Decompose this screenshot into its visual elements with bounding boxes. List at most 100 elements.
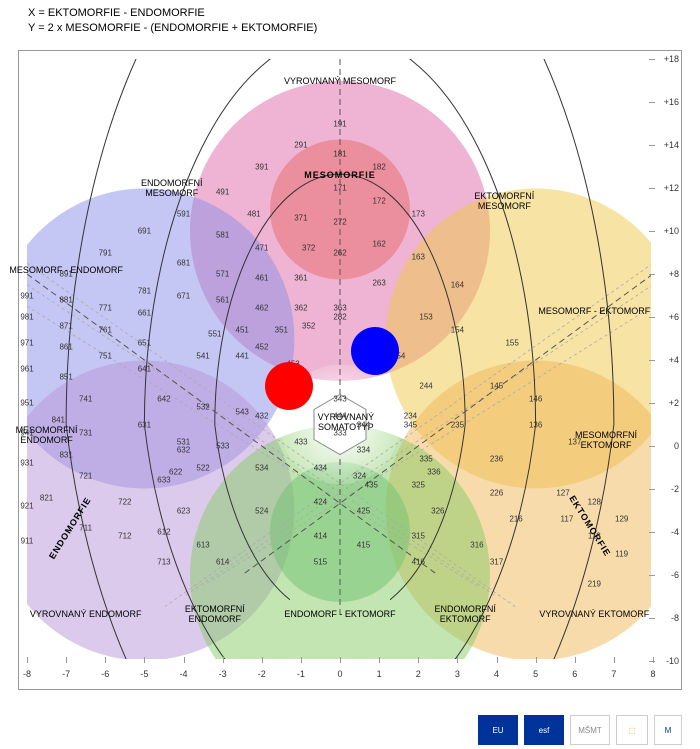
cell-value: 154: [451, 325, 464, 334]
cell-value: 172: [372, 196, 385, 205]
cell-value: 352: [302, 321, 315, 330]
cell-value: 216: [509, 515, 522, 524]
cell-value: 315: [412, 532, 425, 541]
cell-value: 282: [333, 313, 346, 322]
cell-value: 416: [412, 558, 425, 567]
cell-value: 462: [255, 304, 268, 313]
region-label: VYROVNANÝ MESOMORF: [284, 76, 396, 86]
formula-y: Y = 2 x MESOMORFIE - (ENDOMORFIE + EKTOM…: [28, 21, 317, 36]
cell-value: 991: [20, 291, 33, 300]
xtick: 2: [416, 669, 421, 679]
cell-value: 391: [255, 162, 268, 171]
cell-value: 741: [79, 394, 92, 403]
cell-value: 524: [255, 506, 268, 515]
cell-value: 452: [255, 343, 268, 352]
cell-value: 642: [157, 394, 170, 403]
cell-value: 771: [99, 304, 112, 313]
cell-value: 235: [451, 420, 464, 429]
cell-value: 651: [138, 338, 151, 347]
cell-value: 941: [20, 429, 33, 438]
mu-logo: M: [654, 715, 682, 745]
xtick: 6: [572, 669, 577, 679]
cell-value: 424: [314, 497, 327, 506]
region-label: ENDOMORF - EKTOMORF: [284, 609, 395, 619]
cell-value: 333: [333, 429, 346, 438]
cell-value: 171: [333, 184, 346, 193]
xtick: -5: [140, 669, 148, 679]
cell-value: 713: [157, 558, 170, 567]
cell-value: 891: [59, 270, 72, 279]
cell-value: 236: [490, 454, 503, 463]
cell-value: 671: [177, 291, 190, 300]
ytick: +12: [664, 183, 679, 193]
cell-value: 632: [177, 446, 190, 455]
xtick: -3: [219, 669, 227, 679]
xtick: 4: [494, 669, 499, 679]
formula-x: X = EKTOMORFIE - ENDOMORFIE: [28, 6, 317, 21]
cell-value: 434: [314, 463, 327, 472]
ytick: -2: [671, 484, 679, 494]
cell-value: 334: [357, 446, 370, 455]
cell-value: 444: [333, 411, 346, 420]
cell-value: 881: [59, 295, 72, 304]
cell-value: 272: [333, 218, 346, 227]
cell-value: 623: [177, 506, 190, 515]
cell-value: 951: [20, 399, 33, 408]
ytick: +16: [664, 97, 679, 107]
ytick: -6: [671, 570, 679, 580]
cell-value: 181: [333, 149, 346, 158]
xtick: -1: [297, 669, 305, 679]
cell-value: 219: [588, 579, 601, 588]
esf-logo: esf: [524, 715, 564, 745]
cell-value: 336: [427, 467, 440, 476]
cell-value: 631: [138, 420, 151, 429]
plot-area: +18+16+14+12+10+8+6+4+20-2-4-6-8-10-8-7-…: [27, 59, 651, 659]
cell-value: 461: [255, 274, 268, 283]
axis-title: MESOMORFIE: [304, 170, 376, 180]
cell-value: 911: [21, 536, 34, 545]
cell-value: 435: [365, 480, 378, 489]
xtick: 0: [337, 669, 342, 679]
cell-value: 831: [59, 450, 72, 459]
cell-value: 781: [138, 287, 151, 296]
cell-value: 137: [568, 437, 581, 446]
region-label: VYROVNANÝ EKTOMORF: [539, 609, 649, 619]
xtick: 8: [650, 669, 655, 679]
cell-value: 343: [333, 394, 346, 403]
sponsor-logos: EUesfMŠMT⬚M: [478, 715, 682, 745]
cell-value: 146: [529, 394, 542, 403]
cell-value: 451: [236, 325, 249, 334]
cell-value: 981: [20, 313, 33, 322]
ytick: +10: [664, 226, 679, 236]
cell-value: 841: [52, 416, 65, 425]
cell-value: 129: [615, 515, 628, 524]
ytick: +14: [664, 140, 679, 150]
cell-value: 481: [247, 209, 260, 218]
cell-value: 119: [615, 549, 628, 558]
ytick: -4: [671, 527, 679, 537]
cell-value: 325: [412, 480, 425, 489]
xtick: 5: [533, 669, 538, 679]
xtick: -8: [23, 669, 31, 679]
cell-value: 244: [419, 381, 432, 390]
cell-value: 173: [412, 209, 425, 218]
xtick: -6: [101, 669, 109, 679]
ytick: +18: [664, 54, 679, 64]
xtick: 7: [611, 669, 616, 679]
cell-value: 317: [490, 558, 503, 567]
cell-value: 931: [20, 459, 33, 468]
cell-value: 921: [20, 502, 33, 511]
cell-value: 534: [255, 463, 268, 472]
cell-value: 591: [177, 209, 190, 218]
cell-value: 162: [372, 239, 385, 248]
cell-value: 127: [556, 489, 569, 498]
xtick: -4: [179, 669, 187, 679]
cell-value: 711: [79, 523, 92, 532]
ytick: +8: [669, 269, 679, 279]
cell-value: 262: [333, 248, 346, 257]
cell-value: 118: [588, 532, 601, 541]
cell-value: 263: [372, 278, 385, 287]
cell-value: 425: [357, 506, 370, 515]
ytick: -10: [666, 656, 679, 666]
cell-value: 532: [196, 403, 209, 412]
